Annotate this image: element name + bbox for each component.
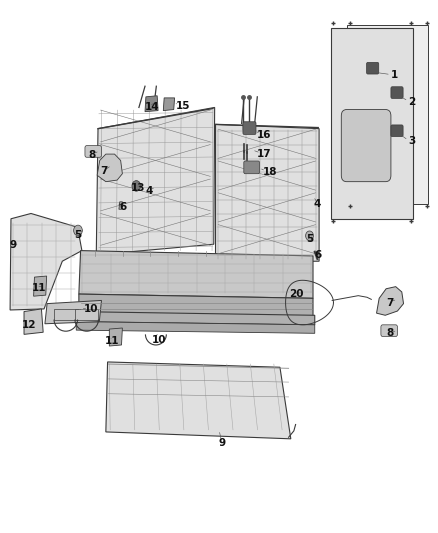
FancyBboxPatch shape: [358, 97, 408, 169]
Text: 9: 9: [218, 438, 225, 448]
Polygon shape: [377, 287, 403, 316]
Text: 6: 6: [119, 202, 126, 212]
Polygon shape: [74, 312, 315, 325]
Text: 2: 2: [408, 97, 416, 107]
Text: 9: 9: [9, 240, 16, 251]
Polygon shape: [54, 309, 78, 319]
Polygon shape: [96, 108, 215, 255]
FancyBboxPatch shape: [391, 87, 403, 99]
Text: 14: 14: [145, 102, 159, 112]
Text: 18: 18: [262, 167, 277, 177]
FancyBboxPatch shape: [367, 62, 379, 74]
Text: 10: 10: [84, 304, 99, 314]
Text: 20: 20: [289, 289, 303, 299]
Polygon shape: [34, 276, 47, 296]
Polygon shape: [331, 28, 413, 219]
Text: 4: 4: [314, 199, 321, 209]
Text: 11: 11: [32, 282, 46, 293]
Text: 16: 16: [257, 130, 272, 140]
Text: 8: 8: [387, 328, 394, 338]
Circle shape: [132, 181, 141, 191]
FancyBboxPatch shape: [391, 125, 403, 136]
Circle shape: [306, 231, 314, 240]
Polygon shape: [76, 321, 315, 333]
Circle shape: [74, 225, 82, 236]
FancyBboxPatch shape: [85, 146, 102, 157]
Text: 11: 11: [105, 336, 120, 346]
Text: 4: 4: [145, 186, 152, 196]
Polygon shape: [145, 96, 158, 112]
Polygon shape: [163, 98, 175, 111]
Polygon shape: [110, 328, 122, 346]
Text: 17: 17: [257, 149, 272, 159]
Polygon shape: [119, 202, 122, 209]
Polygon shape: [79, 294, 313, 319]
Text: 5: 5: [306, 234, 313, 244]
FancyBboxPatch shape: [243, 122, 256, 134]
Text: 3: 3: [408, 136, 416, 147]
Polygon shape: [75, 309, 99, 319]
Polygon shape: [215, 124, 319, 262]
Polygon shape: [79, 251, 313, 298]
FancyBboxPatch shape: [244, 161, 259, 174]
Polygon shape: [10, 214, 82, 310]
Polygon shape: [347, 25, 428, 204]
Text: 5: 5: [74, 230, 82, 240]
FancyBboxPatch shape: [341, 110, 391, 182]
Polygon shape: [24, 309, 43, 334]
Polygon shape: [97, 154, 122, 182]
Text: 13: 13: [131, 183, 145, 193]
Text: 10: 10: [152, 335, 166, 345]
Text: 7: 7: [101, 166, 108, 176]
Text: 8: 8: [88, 150, 95, 160]
Polygon shape: [45, 301, 102, 324]
Text: 12: 12: [22, 320, 37, 330]
Polygon shape: [106, 362, 291, 439]
Text: 6: 6: [314, 250, 321, 260]
Text: 7: 7: [387, 297, 394, 308]
Text: 1: 1: [391, 70, 398, 79]
Text: 15: 15: [176, 101, 190, 111]
FancyBboxPatch shape: [381, 325, 397, 336]
